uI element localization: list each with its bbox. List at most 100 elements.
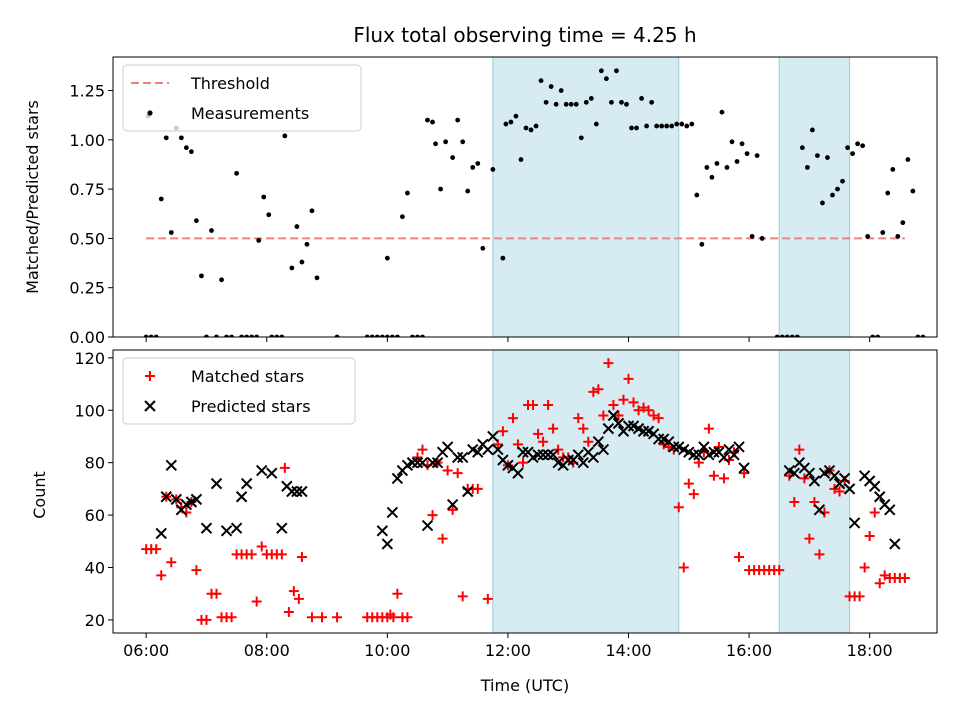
matched-stars-point xyxy=(457,591,468,602)
predicted-stars-point xyxy=(170,493,183,506)
measurement-point xyxy=(744,151,750,157)
predicted-stars-point xyxy=(456,451,469,464)
measurement-point xyxy=(669,123,675,129)
matched-stars-point xyxy=(854,591,865,602)
y-tick-label: 120 xyxy=(74,349,105,368)
measurement-point xyxy=(394,334,400,337)
predicted-stars-point xyxy=(462,485,474,498)
measurement-point xyxy=(910,188,916,194)
measurement-point xyxy=(890,166,896,172)
matched-stars-point xyxy=(578,423,589,434)
legend-matched-swatch xyxy=(145,371,155,381)
x-tick-label: 10:00 xyxy=(364,641,410,660)
measurement-point xyxy=(835,186,840,192)
matched-stars-point xyxy=(869,507,880,518)
matched-stars-point xyxy=(708,470,719,481)
matched-stars-point xyxy=(794,444,805,455)
measurement-point xyxy=(384,334,390,337)
measurement-point xyxy=(724,165,730,170)
measurement-point xyxy=(563,101,569,107)
matched-stars-point xyxy=(279,462,290,473)
measurement-point xyxy=(689,121,695,127)
measurement-point xyxy=(379,334,385,337)
matched-stars-point xyxy=(598,410,609,421)
matched-stars-point xyxy=(417,444,428,455)
measurement-point xyxy=(624,101,629,107)
predicted-stars-point xyxy=(446,498,459,511)
measurement-point xyxy=(183,145,189,151)
matched-stars-point xyxy=(402,612,413,623)
measurement-point xyxy=(294,224,300,229)
measurement-point xyxy=(269,334,275,337)
y-tick-label: 1.00 xyxy=(69,131,105,150)
matched-stars-point xyxy=(507,413,518,424)
matched-stars-point xyxy=(789,496,800,507)
predicted-stars-point xyxy=(165,459,177,472)
plot-area xyxy=(141,350,910,633)
matched-stars-point xyxy=(608,400,619,411)
matched-stars-point xyxy=(638,402,649,413)
measurement-point xyxy=(860,143,866,149)
matched-stars-point xyxy=(864,531,875,542)
matched-stars-point xyxy=(211,588,222,599)
predicted-stars-point xyxy=(431,456,444,469)
predicted-stars-point xyxy=(587,451,600,464)
predicted-stars-point xyxy=(235,491,248,503)
measurement-point xyxy=(840,178,845,184)
matched-stars-point xyxy=(553,444,564,455)
measurement-point xyxy=(855,141,861,147)
measurement-point xyxy=(654,123,660,129)
matched-stars-point xyxy=(151,544,162,555)
measurement-point xyxy=(533,123,539,129)
x-axis-label: Time (UTC) xyxy=(480,676,569,695)
measurement-point xyxy=(369,334,375,337)
matched-stars-point xyxy=(739,468,750,479)
measurement-point xyxy=(870,334,876,337)
predicted-stars-point xyxy=(441,441,454,453)
measurement-point xyxy=(920,334,926,337)
matched-stars-point xyxy=(528,400,539,411)
matched-stars-point xyxy=(899,572,910,583)
measurement-point xyxy=(578,135,584,141)
measurement-point xyxy=(649,99,655,105)
matched-stars-point xyxy=(628,397,639,408)
predicted-stars-point xyxy=(532,449,544,461)
legend-label: Predicted stars xyxy=(191,397,311,416)
predicted-stars-point xyxy=(542,449,554,461)
matched-stars-point xyxy=(306,612,317,623)
y-tick-label: 0.25 xyxy=(69,279,105,298)
predicted-stars-point xyxy=(622,420,635,432)
matched-stars-point xyxy=(482,593,493,604)
matched-stars-point xyxy=(283,607,294,618)
matched-stars-point xyxy=(226,612,237,623)
measurement-point xyxy=(465,188,471,194)
matched-stars-point xyxy=(427,510,438,521)
predicted-stars-point xyxy=(376,525,389,537)
measurement-point xyxy=(234,170,240,176)
predicted-stars-point xyxy=(668,441,680,453)
matched-stars-point xyxy=(256,541,267,552)
measurement-point xyxy=(279,334,285,337)
shaded-interval xyxy=(778,57,851,337)
measurement-point xyxy=(815,153,820,158)
measurement-point xyxy=(538,78,544,84)
measurement-point xyxy=(739,141,745,147)
measurement-point xyxy=(384,255,390,261)
measurement-point xyxy=(513,113,519,119)
matched-stars-point xyxy=(653,413,664,424)
predicted-stars-point xyxy=(286,485,298,498)
predicted-stars-point xyxy=(200,522,213,534)
measurement-point xyxy=(430,119,435,125)
y-tick-label: 60 xyxy=(85,506,105,525)
legend-measurement-swatch xyxy=(147,110,153,116)
predicted-stars-point xyxy=(426,456,439,469)
predicted-stars-point xyxy=(291,485,303,498)
y-tick-label: 0.50 xyxy=(69,229,105,248)
matched-stars-point xyxy=(814,549,825,560)
x-tick-label: 06:00 xyxy=(123,641,169,660)
measurement-point xyxy=(256,237,262,243)
measurement-point xyxy=(845,145,850,151)
measurement-point xyxy=(598,68,604,74)
measurement-point xyxy=(694,192,700,198)
measurement-point xyxy=(374,334,380,337)
